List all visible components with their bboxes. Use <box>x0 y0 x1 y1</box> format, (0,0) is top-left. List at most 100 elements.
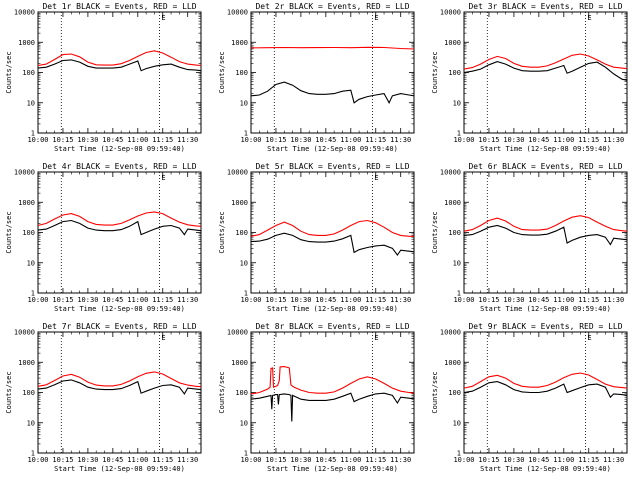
y-tick-label: 1000 <box>444 359 461 367</box>
x-tick-label: 10:30 <box>503 456 524 464</box>
x-tick-label: 10:00 <box>453 296 474 304</box>
chart-title: Det 4r BLACK = Events, RED = LLD <box>42 162 196 171</box>
y-tick-label: 1 <box>244 130 248 138</box>
y-axis-title: Counts/sec <box>431 371 439 413</box>
y-axis-title: Counts/sec <box>431 211 439 253</box>
x-tick-label: 11:15 <box>365 456 386 464</box>
x-tick-label: 11:15 <box>578 296 599 304</box>
series-line-events <box>250 232 415 256</box>
y-tick-label: 100 <box>22 229 35 237</box>
x-tick-label: 10:15 <box>265 456 286 464</box>
y-tick-label: 10000 <box>440 329 461 337</box>
x-tick-label: 11:00 <box>340 456 361 464</box>
x-axis-title: Start Time (12-Sep-08 09:59:40) <box>480 145 611 153</box>
series-line-lld <box>463 215 628 232</box>
e-marker-label: E <box>587 174 591 182</box>
e-marker-label: E <box>161 334 165 342</box>
y-tick-label: 1 <box>31 290 35 298</box>
x-tick-label: 10:30 <box>503 296 524 304</box>
series-line-lld <box>463 372 628 389</box>
chart-title: Det 1r BLACK = Events, RED = LLD <box>42 2 196 11</box>
plot-frame <box>463 331 628 454</box>
x-tick-label: 11:30 <box>177 136 198 144</box>
x-tick-label: 11:30 <box>603 456 624 464</box>
x-tick-label: 10:45 <box>102 456 123 464</box>
y-axis-title: Counts/sec <box>218 371 226 413</box>
x-tick-label: 10:15 <box>478 296 499 304</box>
x-tick-label: 10:00 <box>240 296 261 304</box>
series-line-events <box>250 81 415 105</box>
x-axis-title: Start Time (12-Sep-08 09:59:40) <box>54 305 185 313</box>
series-line-events <box>250 392 415 422</box>
series-line-lld <box>37 50 202 67</box>
x-axis-title: Start Time (12-Sep-08 09:59:40) <box>267 145 398 153</box>
chart-panel-2: Det 2r BLACK = Events, RED = LLD E 1 10 100 1… <box>218 2 415 153</box>
x-tick-label: 10:00 <box>27 136 48 144</box>
chart-title: Det 7r BLACK = Events, RED = LLD <box>42 322 196 331</box>
x-axis-title: Start Time (12-Sep-08 09:59:40) <box>54 145 185 153</box>
x-tick-label: 10:30 <box>77 296 98 304</box>
series-line-lld <box>250 366 415 395</box>
e-marker-label: E <box>374 14 378 22</box>
x-tick-label: 10:45 <box>528 456 549 464</box>
chart-panel-8: Det 8r BLACK = Events, RED = LLD E 1 10 100 1… <box>218 322 415 473</box>
x-tick-label: 10:30 <box>77 456 98 464</box>
e-marker-label: E <box>587 334 591 342</box>
chart-title: Det 5r BLACK = Events, RED = LLD <box>255 162 409 171</box>
series-line-events <box>463 224 628 246</box>
chart-title: Det 8r BLACK = Events, RED = LLD <box>255 322 409 331</box>
x-tick-label: 10:15 <box>52 456 73 464</box>
x-tick-label: 11:00 <box>340 296 361 304</box>
e-marker-label: E <box>587 14 591 22</box>
chart-panel-4: Det 4r BLACK = Events, RED = LLD E 1 10 100 1… <box>5 162 202 313</box>
x-tick-label: 10:00 <box>27 456 48 464</box>
y-tick-label: 100 <box>235 389 248 397</box>
y-tick-label: 10000 <box>14 169 35 177</box>
x-tick-label: 10:45 <box>315 136 336 144</box>
y-tick-label: 1000 <box>18 359 35 367</box>
x-tick-label: 10:45 <box>102 296 123 304</box>
x-tick-label: 10:00 <box>240 456 261 464</box>
y-tick-label: 10 <box>27 259 35 267</box>
y-tick-label: 10 <box>240 419 248 427</box>
x-tick-label: 11:00 <box>553 296 574 304</box>
y-tick-label: 1000 <box>231 359 248 367</box>
y-tick-label: 1000 <box>18 39 35 47</box>
plot-frame <box>37 11 202 134</box>
y-tick-label: 100 <box>235 229 248 237</box>
x-tick-label: 10:30 <box>290 456 311 464</box>
chart-panel-9: Det 9r BLACK = Events, RED = LLD E 1 10 100 1… <box>431 322 628 473</box>
plot-frame <box>37 331 202 454</box>
x-tick-label: 11:15 <box>578 136 599 144</box>
y-tick-label: 10 <box>240 99 248 107</box>
y-axis-title: Counts/sec <box>431 51 439 93</box>
plot-frame <box>250 171 415 294</box>
series-line-events <box>463 381 628 399</box>
x-axis-title: Start Time (12-Sep-08 09:59:40) <box>267 305 398 313</box>
plot-frame <box>463 11 628 134</box>
x-tick-label: 11:30 <box>603 136 624 144</box>
x-tick-label: 11:15 <box>578 456 599 464</box>
y-tick-label: 10000 <box>440 169 461 177</box>
x-tick-label: 10:15 <box>52 136 73 144</box>
y-tick-label: 100 <box>22 389 35 397</box>
x-tick-label: 11:15 <box>152 136 173 144</box>
series-line-lld <box>37 211 202 227</box>
series-line-events <box>37 379 202 395</box>
y-axis-title: Counts/sec <box>5 51 13 93</box>
chart-panel-7: Det 7r BLACK = Events, RED = LLD E 1 10 100 1… <box>5 322 202 473</box>
x-tick-label: 11:00 <box>553 136 574 144</box>
x-tick-label: 11:15 <box>152 296 173 304</box>
y-tick-label: 10000 <box>14 329 35 337</box>
series-line-events <box>37 219 202 236</box>
x-tick-label: 11:15 <box>365 136 386 144</box>
x-axis-title: Start Time (12-Sep-08 09:59:40) <box>480 465 611 473</box>
e-marker-label: E <box>161 174 165 182</box>
y-tick-label: 10 <box>27 99 35 107</box>
y-tick-label: 1 <box>244 290 248 298</box>
x-tick-label: 10:00 <box>240 136 261 144</box>
x-tick-label: 10:00 <box>453 456 474 464</box>
x-tick-label: 11:30 <box>177 456 198 464</box>
